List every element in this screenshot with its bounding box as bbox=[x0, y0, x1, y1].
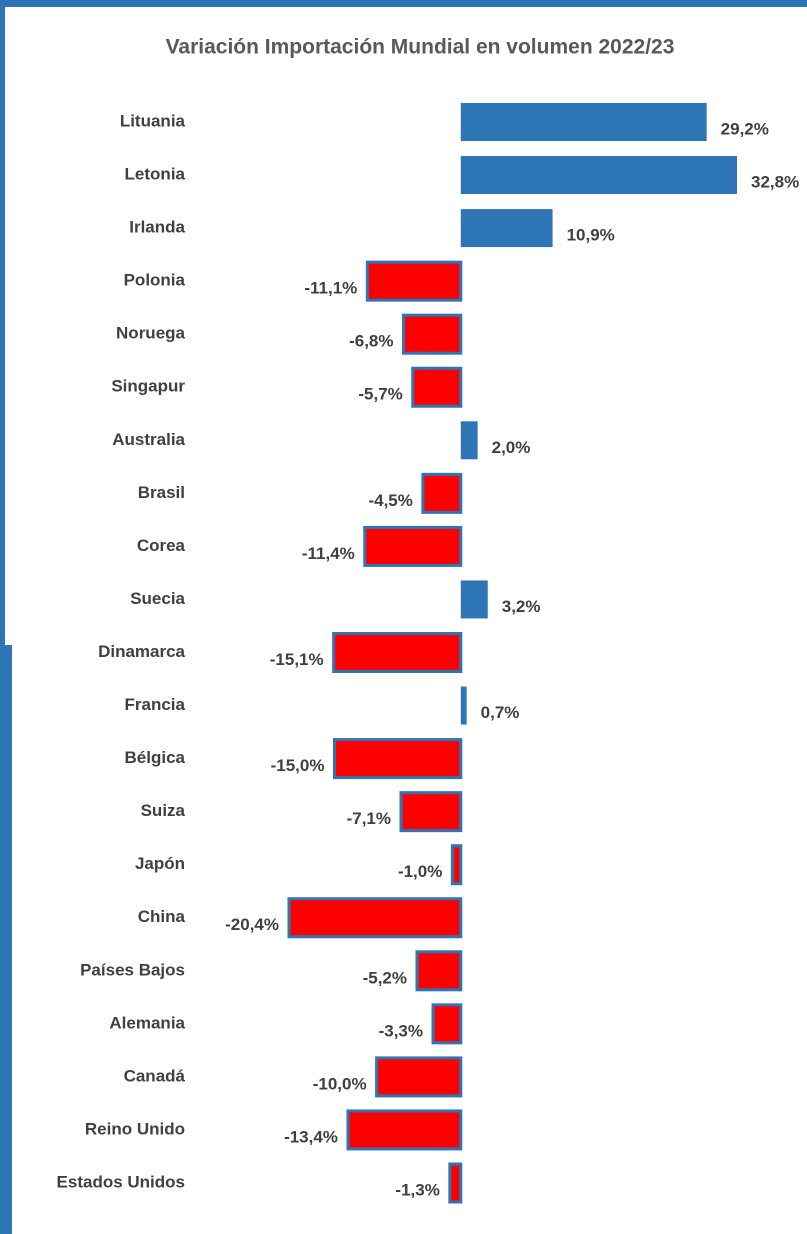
value-label: -7,1% bbox=[347, 809, 391, 828]
bar bbox=[287, 897, 463, 939]
left-border-lower bbox=[5, 645, 12, 1234]
category-label: Canadá bbox=[124, 1066, 186, 1085]
bar bbox=[365, 260, 463, 302]
value-label: -1,3% bbox=[395, 1180, 439, 1199]
category-label: Bélgica bbox=[125, 748, 186, 767]
category-label: Corea bbox=[137, 536, 186, 555]
bar bbox=[332, 738, 463, 780]
value-label: -5,2% bbox=[363, 968, 407, 987]
category-label: Australia bbox=[112, 430, 185, 449]
value-label: -15,1% bbox=[270, 650, 324, 669]
category-label: Singapur bbox=[111, 377, 185, 396]
bar bbox=[460, 156, 737, 195]
value-label: -15,0% bbox=[271, 756, 325, 775]
bar bbox=[415, 950, 463, 992]
category-label: Brasil bbox=[138, 483, 185, 502]
bar bbox=[448, 1162, 463, 1204]
value-label: 2,0% bbox=[492, 438, 531, 457]
bar bbox=[450, 844, 463, 886]
category-label: Noruega bbox=[116, 324, 186, 343]
bar bbox=[346, 1109, 463, 1151]
bar bbox=[399, 791, 463, 833]
value-label: -1,0% bbox=[398, 862, 442, 881]
category-label: Estados Unidos bbox=[57, 1172, 185, 1191]
category-label: Suecia bbox=[130, 589, 185, 608]
bar bbox=[460, 580, 488, 619]
category-label: Suiza bbox=[141, 801, 186, 820]
category-label: Japón bbox=[135, 854, 185, 873]
category-label: China bbox=[138, 907, 186, 926]
bar bbox=[431, 1003, 463, 1045]
bar bbox=[363, 525, 463, 567]
value-label: -3,3% bbox=[379, 1021, 423, 1040]
bar bbox=[421, 472, 463, 514]
value-label: 10,9% bbox=[567, 226, 615, 245]
value-label: 0,7% bbox=[481, 703, 520, 722]
bar bbox=[460, 103, 707, 141]
value-label: -20,4% bbox=[225, 915, 279, 934]
value-label: -10,0% bbox=[313, 1074, 367, 1093]
category-label: Polonia bbox=[124, 271, 186, 290]
value-label: -11,1% bbox=[304, 279, 357, 298]
bar bbox=[460, 421, 478, 460]
bar bbox=[375, 1056, 463, 1098]
top-border bbox=[0, 0, 807, 7]
category-label: Dinamarca bbox=[98, 642, 185, 661]
value-label: 3,2% bbox=[502, 597, 541, 616]
bar bbox=[460, 686, 467, 725]
value-label: -5,7% bbox=[358, 385, 402, 404]
bar bbox=[402, 313, 463, 355]
value-label: 29,2% bbox=[721, 119, 769, 138]
value-label: 32,8% bbox=[751, 173, 799, 192]
category-label: Francia bbox=[125, 695, 186, 714]
category-label: Alemania bbox=[109, 1013, 185, 1032]
bar bbox=[411, 366, 463, 408]
category-label: Países Bajos bbox=[80, 960, 185, 979]
category-label: Lituania bbox=[120, 111, 186, 130]
value-label: -11,4% bbox=[302, 544, 355, 563]
category-label: Reino Unido bbox=[85, 1119, 185, 1138]
value-label: -6,8% bbox=[349, 332, 393, 351]
category-label: Irlanda bbox=[129, 218, 185, 237]
chart-title: Variación Importación Mundial en volumen… bbox=[166, 36, 675, 59]
category-label: Letonia bbox=[125, 165, 186, 184]
value-label: -4,5% bbox=[368, 491, 412, 510]
value-label: -13,4% bbox=[284, 1127, 338, 1146]
bar bbox=[460, 209, 553, 248]
bar bbox=[332, 632, 463, 673]
left-border bbox=[0, 0, 5, 1234]
